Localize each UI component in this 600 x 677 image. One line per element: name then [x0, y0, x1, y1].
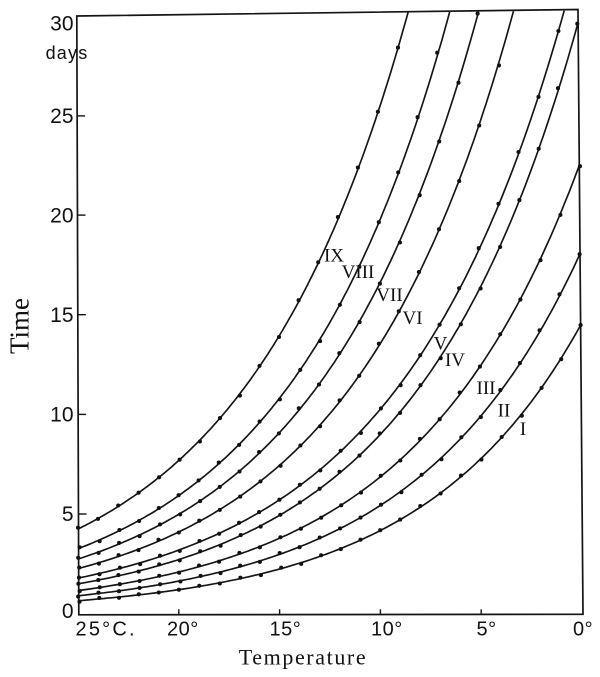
svg-text:IV: IV [445, 350, 465, 371]
svg-text:5: 5 [62, 503, 74, 526]
svg-text:IX: IX [324, 245, 344, 266]
svg-text:20°: 20° [167, 619, 199, 641]
svg-text:15: 15 [50, 304, 73, 327]
svg-text:15°: 15° [270, 619, 302, 641]
svg-text:10: 10 [50, 404, 73, 427]
svg-text:V: V [434, 333, 448, 354]
svg-text:II: II [498, 400, 511, 421]
svg-text:I: I [520, 419, 526, 440]
svg-text:30: 30 [50, 13, 73, 36]
svg-text:VI: VI [402, 308, 422, 329]
svg-text:10°: 10° [371, 619, 403, 641]
svg-text:VIII: VIII [342, 262, 375, 283]
svg-text:days: days [46, 43, 89, 63]
svg-text:5°: 5° [477, 619, 497, 641]
svg-text:VII: VII [376, 285, 402, 306]
svg-text:Time: Time [5, 298, 35, 354]
svg-text:Temperature: Temperature [239, 645, 367, 670]
svg-text:III: III [477, 378, 496, 399]
svg-text:0: 0 [62, 600, 74, 623]
svg-text:20: 20 [50, 204, 73, 227]
svg-text:25: 25 [50, 105, 73, 128]
svg-text:0°: 0° [573, 619, 593, 641]
svg-text:25°C.: 25°C. [76, 619, 137, 641]
